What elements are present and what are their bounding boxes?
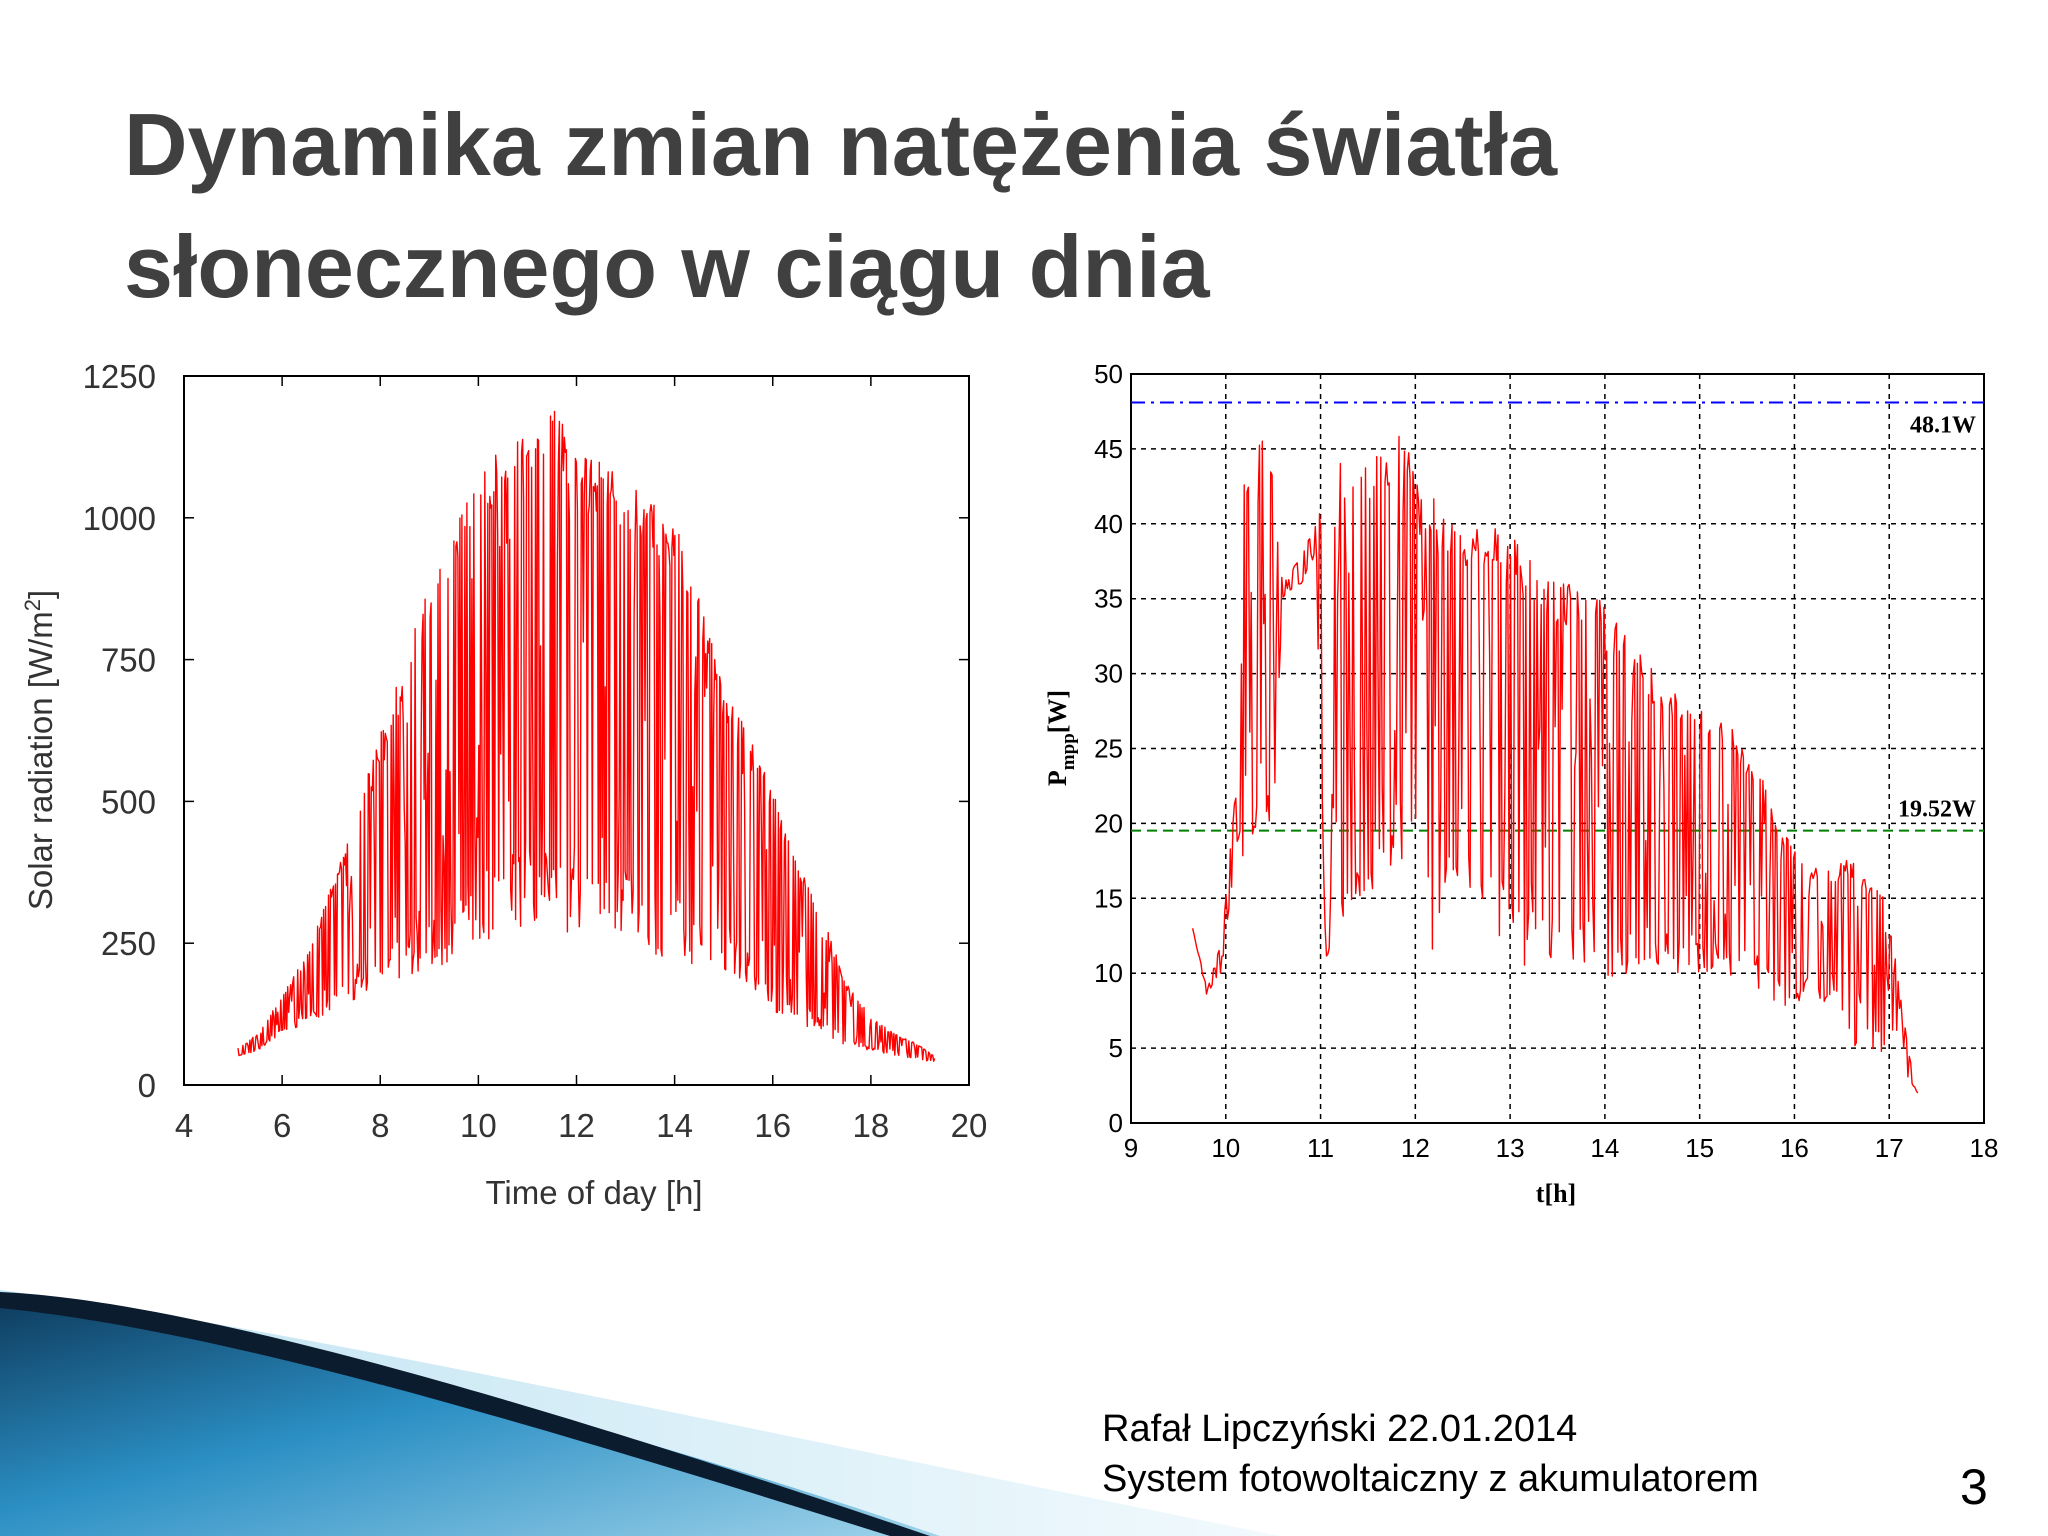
x-tick-label: 17 <box>1875 1133 1904 1163</box>
max-power-reference-label: 48.1W <box>1910 412 1976 438</box>
y-tick-label: 35 <box>1094 584 1123 614</box>
solar-radiation-y-axis-label: Solar radiation [W/m2] <box>20 590 59 910</box>
x-tick-label: 14 <box>1590 1133 1619 1163</box>
y-tick-label: 10 <box>1094 958 1123 988</box>
x-tick-label: 18 <box>853 1107 890 1144</box>
x-tick-label: 8 <box>371 1107 389 1144</box>
y-tick-label: 0 <box>138 1067 156 1104</box>
y-tick-label: 1000 <box>83 500 156 537</box>
x-tick-label: 14 <box>656 1107 693 1144</box>
y-axis-label-closing: ] <box>22 590 59 599</box>
y-axis-label-symbol: P <box>1043 770 1072 786</box>
y-tick-label: 500 <box>101 783 156 820</box>
y-tick-label: 45 <box>1094 434 1123 464</box>
y-tick-label: 20 <box>1094 808 1123 838</box>
average-power-reference-label: 19.52W <box>1898 797 1976 823</box>
swoosh-dark-band <box>0 1292 930 1536</box>
x-tick-label: 18 <box>1970 1133 1999 1163</box>
y-tick-label: 250 <box>101 925 156 962</box>
x-tick-label: 16 <box>1780 1133 1809 1163</box>
y-tick-label: 0 <box>1109 1108 1123 1138</box>
y-axis-label-unit: [W] <box>1043 690 1072 733</box>
y-tick-label: 1250 <box>83 358 156 395</box>
y-tick-label: 40 <box>1094 509 1123 539</box>
solar-radiation-x-axis-label: Time of day [h] <box>485 1174 702 1211</box>
slide-title-line-1: Dynamika zmian natężenia światła <box>124 95 1558 194</box>
y-tick-label: 5 <box>1109 1033 1123 1063</box>
x-tick-label: 12 <box>1401 1133 1430 1163</box>
y-tick-label: 25 <box>1094 734 1123 764</box>
x-tick-label: 10 <box>1211 1133 1240 1163</box>
x-tick-label: 6 <box>273 1107 291 1144</box>
x-tick-label: 12 <box>558 1107 595 1144</box>
footer-author-date: Rafał Lipczyński 22.01.2014 <box>1102 1408 1578 1450</box>
x-tick-label: 13 <box>1496 1133 1525 1163</box>
power-mpp-series-line <box>1191 435 1919 1094</box>
slide-title-line-2: słonecznego w ciągu dnia <box>124 217 1210 316</box>
y-axis-label-text: Solar radiation [W/m <box>22 611 59 910</box>
x-tick-label: 16 <box>754 1107 791 1144</box>
x-tick-label: 20 <box>951 1107 988 1144</box>
x-tick-label: 15 <box>1685 1133 1714 1163</box>
power-mpp-x-axis-label: t[h] <box>1536 1179 1576 1208</box>
y-tick-label: 30 <box>1094 659 1123 689</box>
power-mpp-plot-frame <box>1130 373 1985 1124</box>
x-tick-label: 10 <box>460 1107 497 1144</box>
slide-title: Dynamika zmian natężenia światła słonecz… <box>124 84 1924 328</box>
y-tick-label: 50 <box>1094 359 1123 389</box>
y-axis-label-subscript: mpp <box>1058 733 1079 770</box>
power-mpp-plot-area: 9 10 11 12 13 14 15 16 17 18 0 5 10 15 20 25 30 35 40 45 50 4… <box>1094 359 1998 1163</box>
power-mpp-y-axis-label: Pmpp[W] <box>1043 690 1079 786</box>
y-tick-label: 15 <box>1094 883 1123 913</box>
solar-radiation-series-line <box>237 410 936 1062</box>
y-axis-label-superscript: 2 <box>20 599 45 611</box>
y-tick-label: 750 <box>101 642 156 679</box>
solar-radiation-plot-area: 4 6 8 10 12 14 16 18 20 0 250 500 750 1000 1250 <box>83 358 988 1144</box>
footer-presentation-title: System fotowoltaiczny z akumulatorem <box>1102 1458 1759 1500</box>
x-tick-label: 9 <box>1124 1133 1138 1163</box>
x-tick-label: 4 <box>175 1107 193 1144</box>
x-tick-label: 11 <box>1307 1133 1334 1163</box>
slide-number: 3 <box>1960 1459 1988 1515</box>
